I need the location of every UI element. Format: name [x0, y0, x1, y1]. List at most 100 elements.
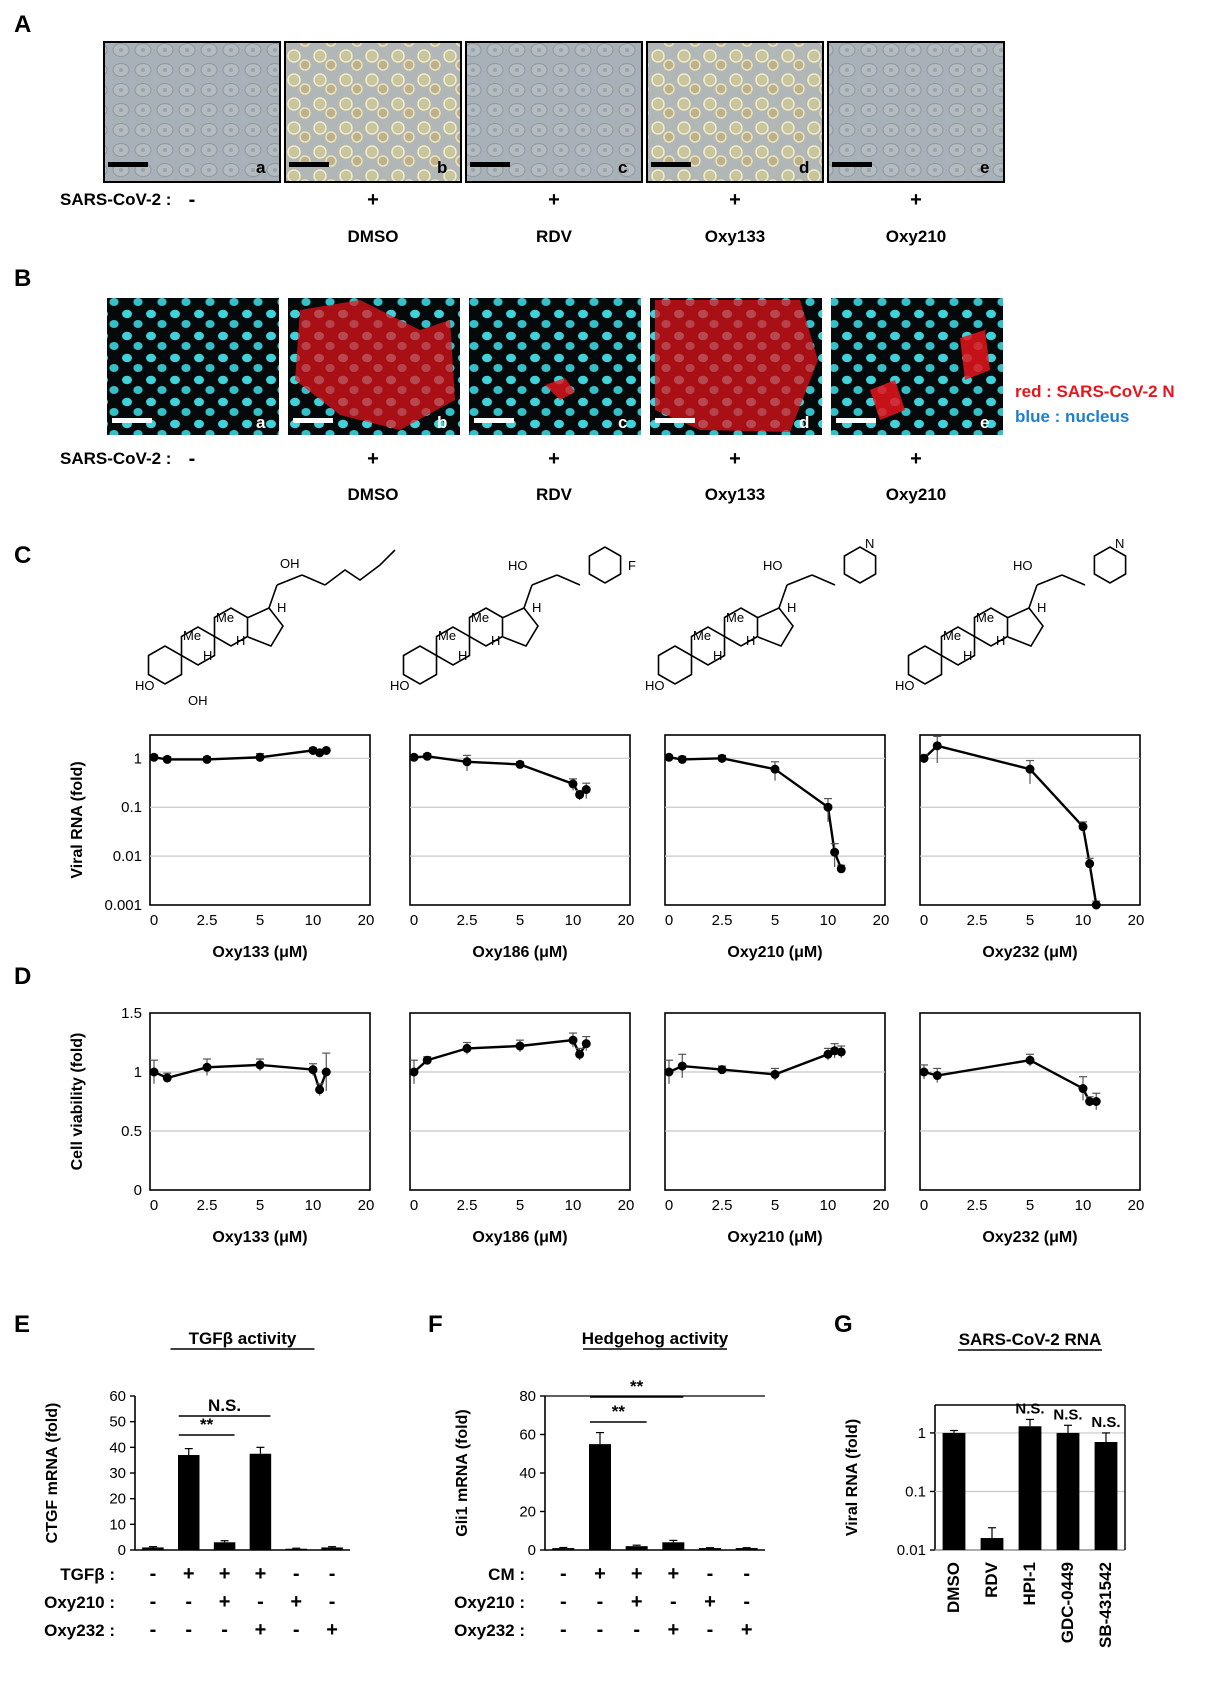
atom-label: HO [763, 558, 783, 573]
data-point [255, 752, 265, 762]
x-tick-label: 2.5 [457, 912, 478, 929]
data-point [677, 1061, 687, 1071]
x-tick-label: 10 [305, 912, 322, 929]
condition-sign: + [667, 1563, 679, 1585]
data-point [836, 864, 846, 874]
condition-sign: - [670, 1591, 677, 1613]
chart-c2: 0 2.5 5 10 20 Oxy186 (μM) [409, 734, 635, 961]
x-axis-label: Oxy232 (μM) [982, 1229, 1077, 1246]
x-tick-label: 10 [820, 1197, 837, 1214]
plot-frame [409, 1012, 631, 1191]
series-line [923, 1058, 1097, 1103]
data-point [677, 754, 687, 764]
data-point [149, 752, 159, 762]
significance-label: ** [630, 1377, 644, 1396]
plot-frame [149, 734, 371, 906]
data-point [321, 745, 331, 755]
data-point [422, 751, 432, 761]
y-axis-label: Viral RNA (fold) [69, 761, 86, 878]
condition-sign: + [255, 1563, 267, 1585]
y-tick-label: 0 [118, 1542, 126, 1559]
y-tick-label: 1 [918, 1425, 926, 1442]
y-tick-label: 0 [134, 1182, 142, 1199]
plot-frame [664, 734, 886, 906]
category-label: RDV [982, 1561, 1001, 1598]
condition-sign: - [707, 1563, 714, 1585]
chart-d4: 0 2.5 5 10 20 Oxy232 (μM) [919, 1012, 1144, 1246]
atom-label: H [532, 600, 541, 615]
x-tick-label: 2.5 [712, 912, 733, 929]
data-point [409, 1067, 419, 1077]
x-tick-label: 20 [873, 1197, 890, 1214]
fluorescence-c: c [469, 298, 641, 435]
panel-label-C: C [14, 542, 31, 569]
x-tick-label: 5 [1026, 912, 1034, 929]
atom-label: F [628, 558, 636, 573]
x-tick-label: 2.5 [967, 912, 988, 929]
ring-d [756, 607, 794, 647]
condition-sign: - [597, 1619, 604, 1641]
aromatic-ring [1093, 546, 1127, 584]
y-axis-label: Gli1 mRNA (fold) [454, 1409, 471, 1536]
bar [1094, 1441, 1118, 1550]
atom-label: H [1037, 600, 1046, 615]
atom-label: Me [976, 610, 994, 625]
atom-label: H [996, 633, 1005, 648]
x-tick-label: 0 [150, 1197, 158, 1214]
side-chain-bond [531, 574, 558, 586]
chart-c4: 0 2.5 5 10 20 Oxy232 (μM) [919, 734, 1144, 961]
treatment-label: RDV [536, 485, 573, 504]
chart-f: 0 20 40 60 80 Hedgehog activity Gli1 mRNA (fol… [454, 1329, 765, 1641]
category-label: HPI-1 [1020, 1562, 1039, 1605]
plot-frame [664, 1012, 886, 1191]
data-point [836, 1047, 846, 1057]
x-axis-label: Oxy133 (μM) [212, 1229, 307, 1246]
y-tick-label: 0 [528, 1542, 536, 1559]
series-line [413, 755, 588, 797]
image-letter: c [618, 413, 627, 432]
sign: - [189, 448, 196, 470]
x-tick-label: 20 [358, 912, 375, 929]
atom-label: Me [471, 610, 489, 625]
condition-sign: - [707, 1619, 714, 1641]
condition-label: CM : [488, 1565, 525, 1584]
bar [942, 1432, 966, 1550]
x-tick-label: 5 [771, 1197, 779, 1214]
ring-d [501, 607, 539, 647]
x-tick-label: 10 [820, 912, 837, 929]
bar [1018, 1426, 1042, 1550]
side-chain-bond [556, 574, 581, 586]
image-letter: a [256, 158, 266, 177]
y-axis-label: Viral RNA (fold) [844, 1419, 861, 1536]
atom-label: HO [390, 678, 410, 693]
treatment-label: DMSO [348, 485, 399, 504]
y-tick-label: 50 [109, 1414, 126, 1431]
alkyl-chain [324, 549, 396, 586]
data-point [162, 1073, 172, 1083]
sign: - [189, 189, 196, 211]
x-tick-label: 20 [358, 1197, 375, 1214]
condition-sign: + [741, 1619, 753, 1641]
atom-label: N [865, 536, 874, 551]
sign: + [548, 189, 560, 211]
row-label-a: SARS-CoV-2 : [60, 190, 171, 209]
atom-label: H [713, 648, 722, 663]
annotation: N.S. [1053, 1406, 1082, 1423]
data-point [717, 1065, 727, 1075]
image-letter: a [256, 413, 266, 432]
micrograph-e: e [827, 41, 1005, 183]
x-tick-label: 20 [618, 912, 635, 929]
series-line [923, 744, 1098, 906]
condition-sign: - [329, 1563, 336, 1585]
x-tick-label: 5 [256, 912, 264, 929]
condition-sign: - [150, 1591, 157, 1613]
x-tick-label: 5 [771, 912, 779, 929]
y-tick-label: 1.5 [121, 1005, 142, 1022]
treatment-label: Oxy133 [705, 485, 766, 504]
row-label-b: SARS-CoV-2 : [60, 449, 171, 468]
series-line [153, 1063, 328, 1094]
atom-label: HO [895, 678, 915, 693]
chart-d3: 0 2.5 5 10 20 Oxy210 (μM) [664, 1012, 890, 1246]
treatment-label: Oxy210 [886, 227, 947, 246]
